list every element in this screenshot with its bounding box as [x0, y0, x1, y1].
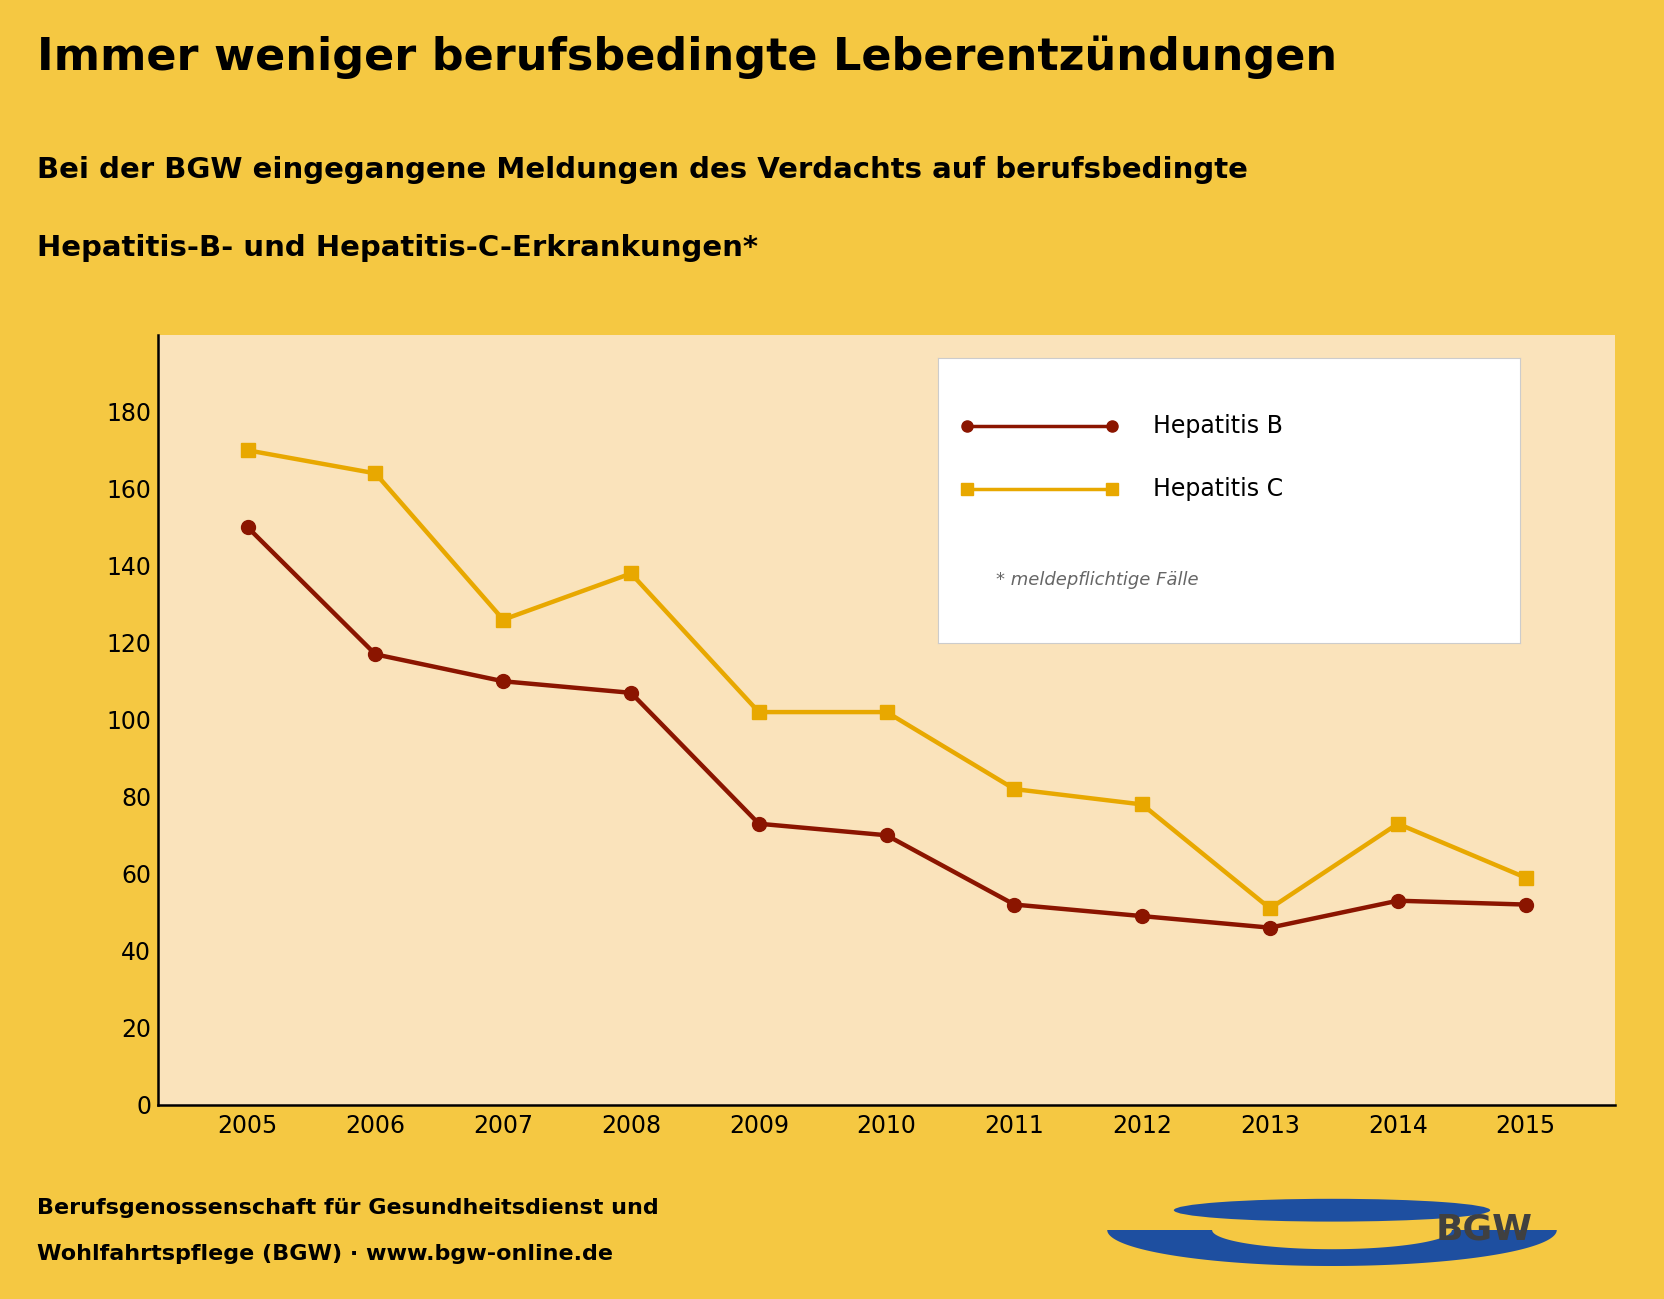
Text: Berufsgenossenschaft für Gesundheitsdienst und: Berufsgenossenschaft für Gesundheitsdien… [37, 1199, 657, 1218]
Text: Bei der BGW eingegangene Meldungen des Verdachts auf berufsbedingte: Bei der BGW eingegangene Meldungen des V… [37, 156, 1246, 184]
Text: Immer weniger berufsbedingte Leberentzündungen: Immer weniger berufsbedingte Leberentzün… [37, 35, 1336, 79]
Text: Hepatitis-B- und Hepatitis-C-Erkrankungen*: Hepatitis-B- und Hepatitis-C-Erkrankunge… [37, 234, 757, 262]
Polygon shape [1107, 1230, 1556, 1267]
Text: BGW: BGW [1434, 1213, 1531, 1247]
Circle shape [1173, 1199, 1489, 1221]
Text: Wohlfahrtspflege (BGW) · www.bgw-online.de: Wohlfahrtspflege (BGW) · www.bgw-online.… [37, 1244, 612, 1264]
